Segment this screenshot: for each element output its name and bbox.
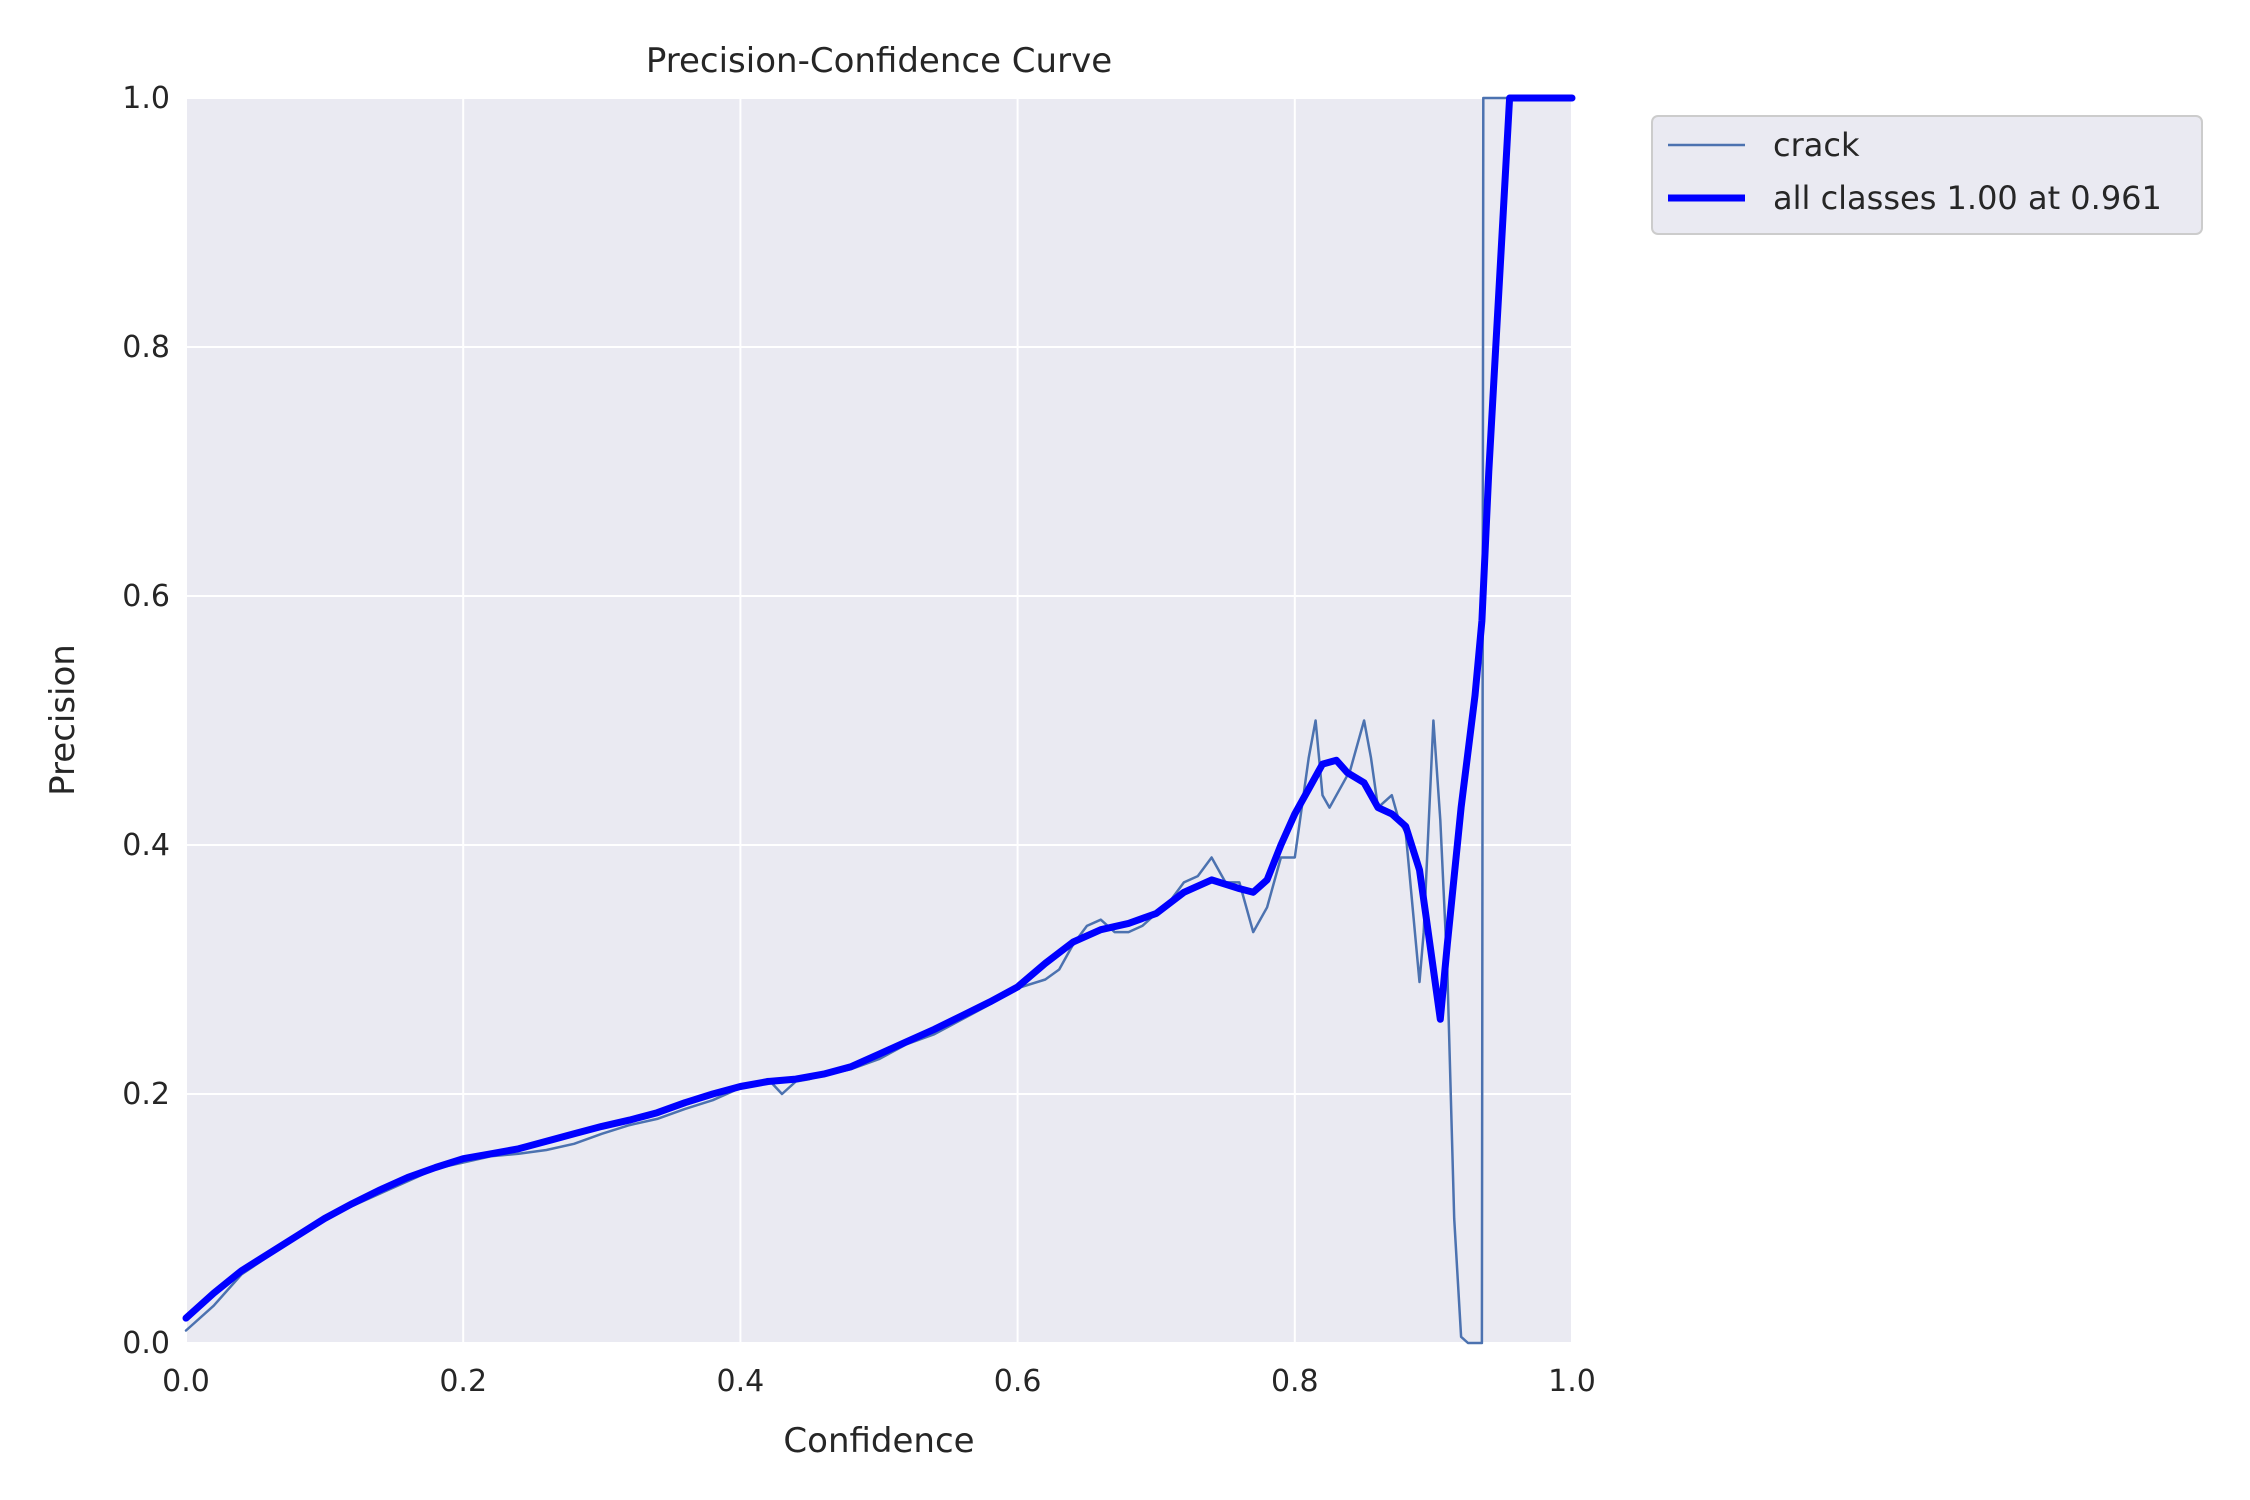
y-axis-label: Precision	[43, 644, 83, 796]
chart-title: Precision-Confidence Curve	[646, 41, 1112, 81]
x-tick-label: 0.6	[994, 1364, 1042, 1399]
series-layer	[182, 94, 1576, 1345]
x-axis-label: Confidence	[783, 1421, 974, 1461]
x-tick-label: 0.8	[1271, 1364, 1319, 1399]
y-tick-label: 0.0	[122, 1326, 170, 1361]
y-tick-label: 0.2	[122, 1077, 170, 1112]
legend: crack all classes 1.00 at 0.961	[1651, 115, 2203, 235]
y-tick-label: 0.4	[122, 828, 170, 863]
x-tick-labels: 0.0 0.2 0.4 0.6 0.8 1.0	[162, 1364, 1596, 1399]
series-line-all-classes	[182, 94, 1576, 1322]
series-line-crack	[184, 96, 1574, 1345]
y-tick-label: 0.6	[122, 579, 170, 614]
legend-box	[1651, 115, 2203, 235]
y-tick-labels: 0.0 0.2 0.4 0.6 0.8 1.0	[122, 81, 170, 1361]
plot-background	[186, 98, 1572, 1343]
x-tick-label: 1.0	[1548, 1364, 1596, 1399]
x-tick-label: 0.0	[162, 1364, 210, 1399]
x-tick-label: 0.4	[717, 1364, 765, 1399]
grid	[185, 97, 1573, 1344]
y-tick-label: 1.0	[122, 81, 170, 116]
x-tick-label: 0.2	[439, 1364, 487, 1399]
legend-label-crack: crack	[1773, 126, 1860, 164]
legend-label-all-classes: all classes 1.00 at 0.961	[1773, 179, 2162, 217]
y-tick-label: 0.8	[122, 330, 170, 365]
